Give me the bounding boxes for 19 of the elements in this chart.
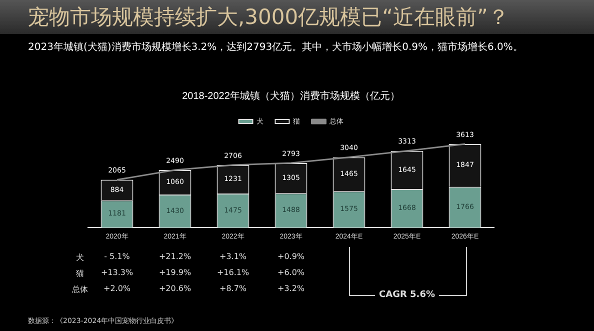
text: +2.0% (103, 284, 131, 293)
chart-title: 宠物市场规模持续扩大,3000亿规模已“近在眼前”？ (0, 0, 594, 34)
text: 猫 (76, 268, 84, 279)
text: +16.1% (216, 268, 250, 277)
text: +21.2% (158, 252, 192, 261)
chart-subtitle: 2023年城镇(犬猫)消费市场规模增长3.2%，达到2793亿元。其中，犬市场小幅增长0.9%，猫市场增长6.0%。 (28, 40, 523, 54)
text: CAGR 5.6% (375, 290, 439, 300)
text: 总体 (72, 284, 88, 295)
annotation: 2018-2022年城镇（犬猫）消费市场规模（亿元） (182, 90, 400, 102)
text: +3.1% (219, 252, 247, 261)
text: +6.0% (277, 268, 305, 277)
text: +13.3% (100, 268, 134, 277)
text: +3.2% (277, 284, 305, 293)
text: +20.6% (158, 284, 192, 293)
text: 犬 (76, 252, 84, 263)
text: +8.7% (219, 284, 247, 293)
text: +19.9% (158, 268, 192, 277)
text: - 5.1% (104, 252, 130, 261)
text: +0.9% (277, 252, 305, 261)
